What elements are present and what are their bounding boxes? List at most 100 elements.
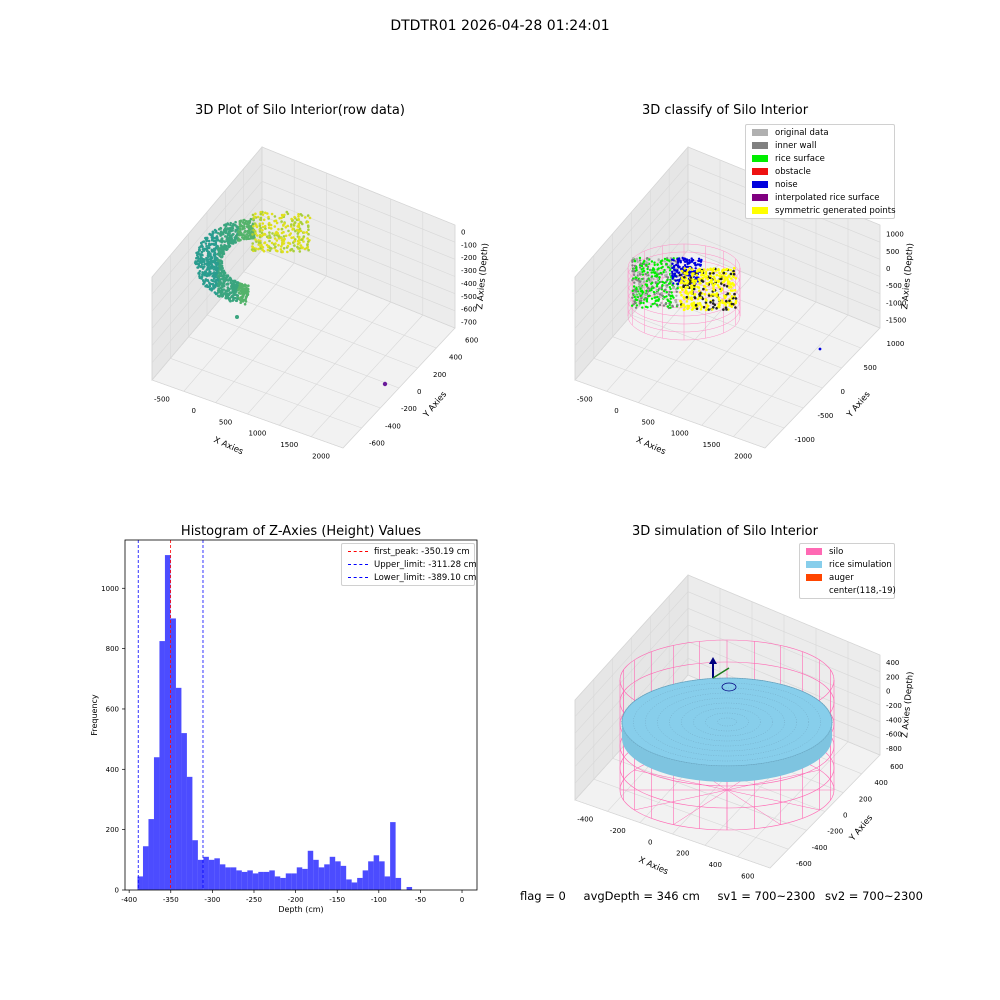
raw-point (221, 266, 224, 270)
raw-point (255, 240, 258, 243)
x-tick-label: -500 (154, 396, 170, 404)
raw-point (213, 247, 216, 251)
raw-point (262, 218, 266, 222)
raw-point (200, 275, 204, 279)
raw-point (200, 257, 203, 260)
raw-point (204, 278, 208, 281)
raw-point (227, 297, 231, 300)
raw-point (254, 249, 257, 252)
raw-point (214, 231, 218, 234)
raw-point (302, 240, 305, 243)
raw-point (228, 228, 231, 231)
z-tick-label: -100 (461, 241, 477, 249)
raw-point (252, 225, 255, 228)
raw-point (283, 237, 286, 241)
raw-point (215, 262, 219, 265)
raw-point (284, 226, 288, 229)
raw-point (232, 289, 235, 292)
raw-point (257, 241, 261, 244)
raw-point (270, 212, 274, 216)
raw-point (306, 220, 310, 224)
raw-point (298, 241, 301, 244)
raw-point (200, 251, 204, 254)
y-axis-label: Y Axies (847, 813, 875, 844)
raw-point (287, 229, 290, 233)
raw-point (233, 296, 237, 300)
grid-line (151, 146, 263, 278)
raw-point (217, 287, 220, 291)
raw-point (249, 217, 253, 221)
raw-point (235, 299, 238, 303)
raw-point (214, 268, 217, 271)
raw-point (224, 292, 228, 296)
raw-point (197, 257, 201, 260)
legend-label: rice simulation (829, 559, 892, 570)
raw-point (204, 270, 208, 274)
raw-point (268, 234, 271, 237)
classified-point (663, 295, 666, 299)
raw-point (261, 248, 264, 252)
raw-point (274, 219, 278, 222)
raw-point (221, 295, 224, 298)
z-tick-label: -400 (461, 280, 477, 288)
raw-point (235, 233, 239, 236)
raw-point (210, 263, 213, 266)
z-tick-label: -300 (461, 267, 477, 275)
raw-point (207, 250, 211, 254)
raw-point (229, 241, 232, 244)
raw-point (211, 230, 215, 234)
legend-label: center(118,-19) (829, 585, 896, 596)
raw-point (293, 244, 296, 247)
raw-point (206, 285, 210, 289)
raw-point (251, 233, 254, 236)
raw-point (307, 232, 310, 236)
raw-point (198, 274, 201, 278)
grid-line (669, 271, 861, 349)
raw-point (259, 226, 262, 230)
raw-point (278, 216, 282, 220)
raw-point (233, 238, 237, 242)
classified-point (662, 304, 665, 307)
y-tick-label: 0 (843, 812, 847, 820)
raw-point (247, 284, 250, 288)
raw-point (280, 231, 284, 235)
raw-point (210, 242, 214, 246)
raw-point (307, 240, 310, 243)
raw-point (220, 245, 223, 248)
raw-point (279, 248, 283, 251)
raw-point (205, 244, 208, 248)
raw-point (210, 278, 213, 282)
raw-point (220, 255, 224, 259)
raw-point (251, 213, 255, 217)
x-tick-label: -400 (577, 816, 593, 824)
y-tick-label: 0 (417, 388, 421, 396)
classify-plot-title: 3D classify of Silo Interior (641, 103, 809, 118)
raw-point (223, 240, 227, 243)
raw-point (246, 220, 250, 224)
raw-point (269, 227, 273, 230)
raw-point (234, 224, 237, 227)
grid-line (151, 163, 263, 295)
grid-line (261, 146, 456, 226)
raw-point (217, 228, 221, 231)
raw-point (220, 249, 223, 253)
raw-point (220, 252, 223, 255)
raw-point (246, 236, 249, 240)
y-tick-label: -400 (812, 844, 828, 852)
raw-point (202, 249, 205, 252)
raw-point (202, 279, 205, 282)
raw-point (303, 247, 307, 251)
raw-point (210, 238, 214, 242)
raw-point (290, 236, 293, 240)
classified-point (632, 257, 635, 260)
raw-point (292, 224, 296, 227)
raw-point (216, 278, 220, 281)
raw-point (264, 211, 267, 215)
raw-point (231, 242, 235, 245)
raw-point (252, 228, 255, 232)
raw-point (222, 288, 226, 291)
raw-point (274, 232, 277, 235)
avg-depth-text: avgDepth = 346 cm (583, 889, 700, 903)
raw-point (273, 215, 277, 218)
raw-point (208, 260, 211, 264)
